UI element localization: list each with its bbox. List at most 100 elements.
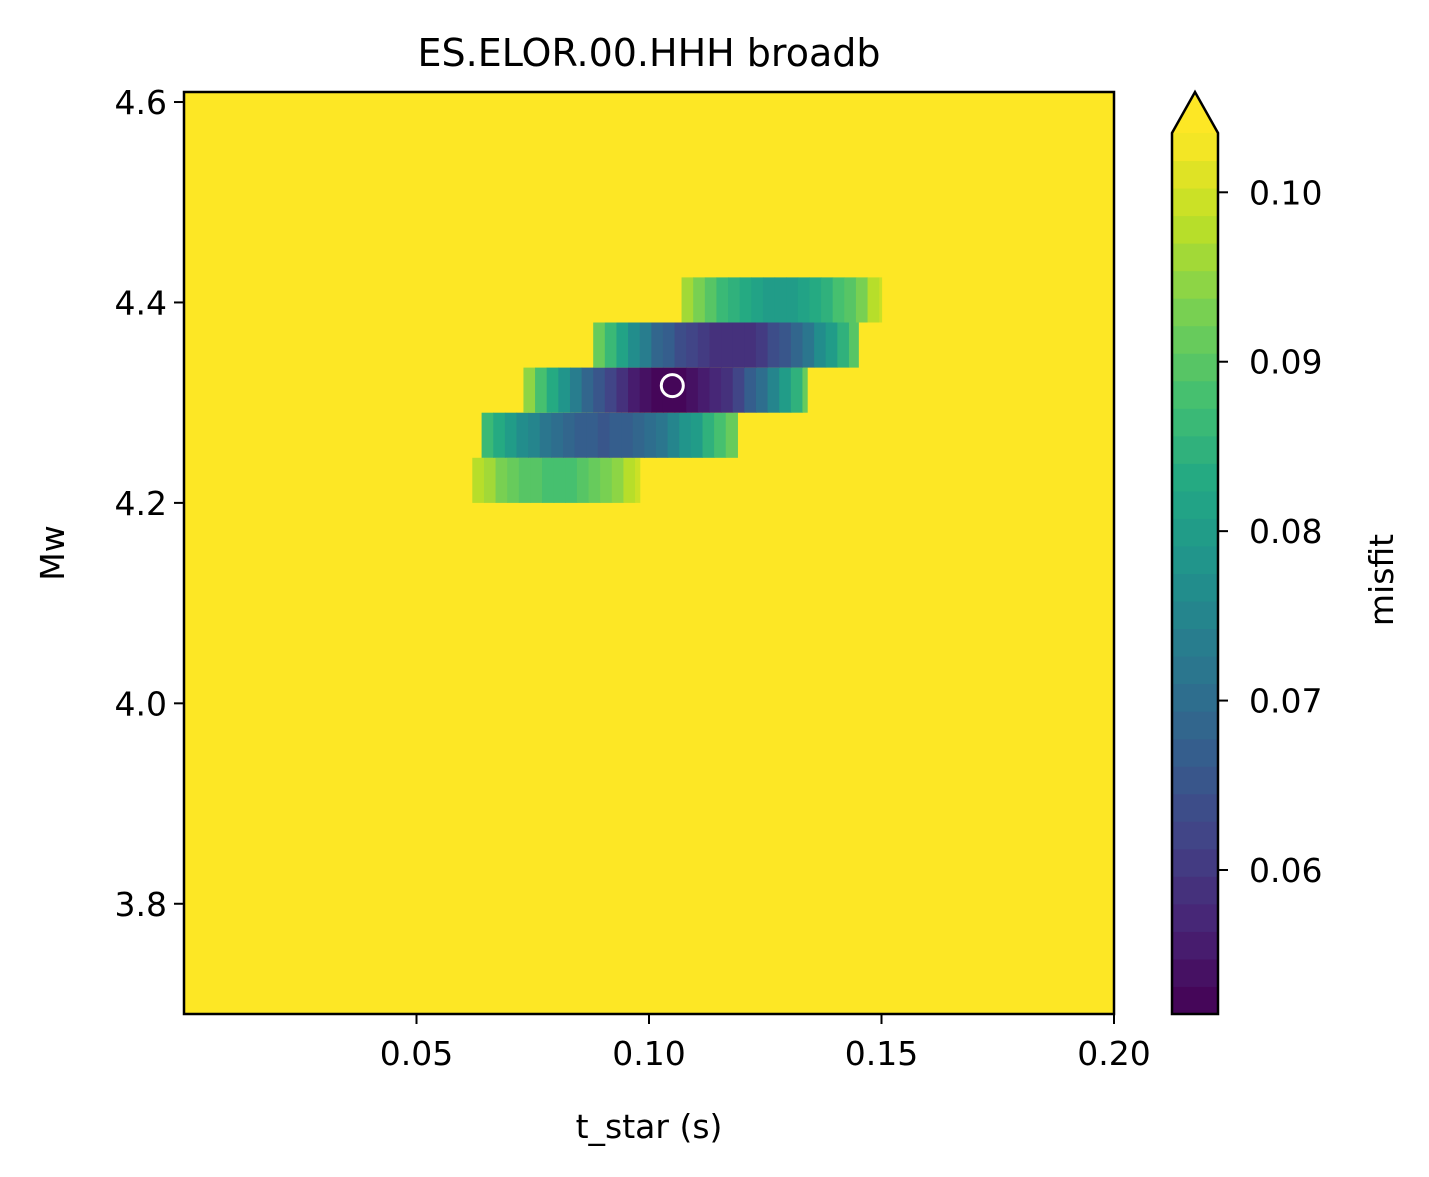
heatmap-cell: [553, 457, 566, 503]
heatmap-cell: [632, 412, 645, 458]
heatmap-cell: [755, 367, 769, 413]
heatmap-cell: [779, 367, 792, 413]
colorbar-segment: [1172, 958, 1218, 987]
colorbar-segment: [1172, 986, 1218, 1015]
heatmap-cell: [588, 457, 601, 503]
heatmap-cell: [635, 457, 641, 503]
heatmap-cell: [593, 322, 606, 368]
heatmap-cell: [732, 322, 745, 368]
heatmap-cell: [530, 457, 543, 503]
colorbar-segment: [1172, 628, 1218, 657]
colorbar-segment: [1172, 215, 1218, 244]
colorbar: 0.06 0.07 0.08 0.09 0.10: [1170, 89, 1322, 1016]
colorbar-segment: [1172, 408, 1218, 437]
heatmap-plot-area: [182, 90, 1116, 1016]
heatmap-cell: [728, 277, 741, 323]
heatmap-cell: [483, 457, 497, 503]
heatmap-cell: [790, 367, 804, 413]
colorbar-extend-arrow: [1172, 92, 1218, 133]
heatmap-cell: [651, 322, 664, 368]
colorbar-segment: [1172, 601, 1218, 630]
heatmap-cell: [697, 322, 711, 368]
y-tick-label: 4.4: [115, 283, 167, 322]
heatmap-cell: [528, 412, 541, 458]
heatmap-cell: [662, 367, 676, 413]
heatmap-cell: [586, 412, 599, 458]
heatmap-cells: [472, 277, 883, 503]
heatmap-cell: [507, 457, 520, 503]
heatmap-cell: [581, 367, 594, 413]
x-tick-label: 0.10: [612, 1034, 685, 1073]
y-axis-ticks: 3.8 4.0 4.2 4.4 4.6: [115, 83, 184, 924]
colorbar-segment: [1172, 270, 1218, 299]
heatmap-cell: [616, 367, 629, 413]
heatmap-cell: [616, 322, 629, 368]
heatmap-cell: [690, 412, 704, 458]
heatmap-cell: [814, 322, 827, 368]
colorbar-ticks: 0.06 0.07 0.08 0.09 0.10: [1218, 173, 1322, 890]
heatmap-cell: [504, 412, 518, 458]
colorbar-segment: [1172, 353, 1218, 382]
heatmap-cell: [655, 412, 669, 458]
heatmap-cell: [848, 322, 859, 368]
heatmap-cell: [867, 277, 880, 323]
heatmap-cell: [879, 277, 883, 323]
heatmap-cell: [542, 457, 555, 503]
heatmap-cell: [802, 322, 815, 368]
x-axis-label: t_star (s): [576, 1107, 723, 1146]
heatmap-cell: [725, 412, 738, 458]
colorbar-segment: [1172, 738, 1218, 767]
best-fit-marker: [659, 373, 685, 399]
y-tick-label: 4.6: [115, 83, 167, 122]
heatmap-cell: [565, 457, 578, 503]
colorbar-segment: [1172, 518, 1218, 547]
heatmap-cell: [600, 457, 613, 503]
heatmap-cell: [604, 367, 618, 413]
heatmap-cell: [714, 412, 727, 458]
colorbar-segment: [1172, 793, 1218, 822]
heatmap-cell: [779, 322, 792, 368]
heatmap-cell: [535, 367, 548, 413]
colorbar-segment: [1172, 545, 1218, 574]
heatmap-cell: [681, 277, 694, 323]
colorbar-tick-label: 0.08: [1249, 512, 1322, 551]
heatmap-cell: [628, 367, 641, 413]
heatmap-cell: [721, 322, 734, 368]
x-axis-ticks: 0.05 0.10 0.15 0.20: [380, 1014, 1151, 1073]
heatmap-cell: [693, 277, 706, 323]
colorbar-segment: [1172, 766, 1218, 795]
heatmap-cell: [802, 367, 808, 413]
heatmap-cell: [837, 322, 850, 368]
heatmap-cell: [679, 412, 692, 458]
heatmap-cell: [569, 367, 583, 413]
heatmap-cell: [686, 367, 699, 413]
heatmap-cell: [574, 412, 587, 458]
heatmap-cell: [767, 367, 780, 413]
heatmap-cell: [516, 412, 529, 458]
colorbar-segment: [1172, 325, 1218, 354]
heatmap-cell: [809, 277, 822, 323]
heatmap-cell: [704, 277, 718, 323]
heatmap-cell: [481, 412, 494, 458]
heatmap-cell: [790, 322, 804, 368]
heatmap-cell: [832, 277, 845, 323]
y-axis-label: Mw: [33, 525, 72, 580]
heatmap-cell: [721, 367, 734, 413]
colorbar-segment: [1172, 573, 1218, 602]
x-tick-label: 0.15: [845, 1034, 918, 1073]
heatmap-background: [184, 92, 1114, 1014]
colorbar-segment: [1172, 160, 1218, 189]
heatmap-cell: [732, 367, 745, 413]
heatmap-cell: [674, 322, 687, 368]
heatmap-cell: [628, 322, 641, 368]
heatmap-cell: [639, 367, 652, 413]
colorbar-segment: [1172, 876, 1218, 905]
heatmap-cell: [621, 412, 634, 458]
colorbar-segment: [1172, 490, 1218, 519]
colorbar-segment: [1172, 656, 1218, 685]
heatmap-cell: [604, 322, 618, 368]
heatmap-cell: [786, 277, 799, 323]
heatmap-cell: [609, 412, 622, 458]
heatmap-cell: [697, 367, 711, 413]
